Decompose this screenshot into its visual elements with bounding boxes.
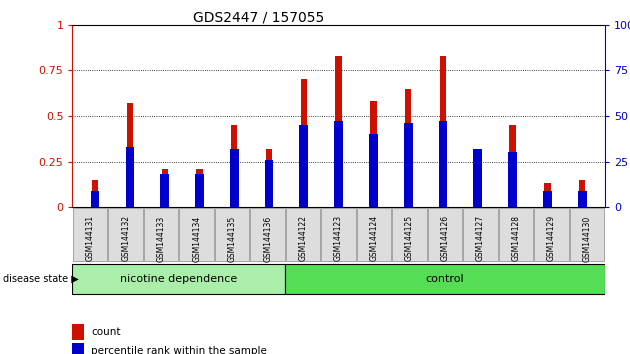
Text: GSM144129: GSM144129 xyxy=(547,215,556,262)
Text: percentile rank within the sample: percentile rank within the sample xyxy=(91,346,267,354)
Bar xyxy=(508,153,517,207)
Text: GSM144123: GSM144123 xyxy=(334,215,343,262)
Text: GSM144127: GSM144127 xyxy=(476,215,485,262)
Text: GSM144131: GSM144131 xyxy=(86,215,94,262)
Bar xyxy=(369,134,378,207)
FancyBboxPatch shape xyxy=(464,208,498,261)
Bar xyxy=(125,147,134,207)
FancyBboxPatch shape xyxy=(180,208,214,261)
Text: count: count xyxy=(91,327,121,337)
Bar xyxy=(578,191,587,207)
Bar xyxy=(404,123,413,207)
Bar xyxy=(197,169,203,207)
Text: GSM144125: GSM144125 xyxy=(405,215,414,262)
Bar xyxy=(543,191,552,207)
Bar xyxy=(92,180,98,207)
Text: nicotine dependence: nicotine dependence xyxy=(120,274,238,284)
FancyBboxPatch shape xyxy=(534,208,569,261)
Text: GSM144135: GSM144135 xyxy=(227,215,237,262)
Text: disease state ▶: disease state ▶ xyxy=(3,274,79,284)
Text: GSM144126: GSM144126 xyxy=(440,215,450,262)
Bar xyxy=(91,191,100,207)
Text: GSM144132: GSM144132 xyxy=(121,215,130,262)
FancyBboxPatch shape xyxy=(144,208,178,261)
Text: GDS2447 / 157055: GDS2447 / 157055 xyxy=(193,11,324,25)
Text: GSM144130: GSM144130 xyxy=(583,215,592,262)
FancyBboxPatch shape xyxy=(570,208,604,261)
Bar xyxy=(230,149,239,207)
Bar xyxy=(299,125,308,207)
Bar xyxy=(544,183,551,207)
Bar xyxy=(335,121,343,207)
Text: GSM144134: GSM144134 xyxy=(192,215,201,262)
FancyBboxPatch shape xyxy=(286,208,320,261)
Text: GSM144122: GSM144122 xyxy=(299,215,307,261)
FancyBboxPatch shape xyxy=(108,208,143,261)
Bar xyxy=(161,169,168,207)
Bar xyxy=(405,88,411,207)
Bar xyxy=(510,125,516,207)
Bar xyxy=(301,80,307,207)
Text: GSM144136: GSM144136 xyxy=(263,215,272,262)
Bar xyxy=(438,121,447,207)
FancyBboxPatch shape xyxy=(321,208,356,261)
FancyBboxPatch shape xyxy=(285,264,605,294)
Text: GSM144128: GSM144128 xyxy=(512,215,520,261)
FancyBboxPatch shape xyxy=(73,208,107,261)
FancyBboxPatch shape xyxy=(357,208,391,261)
FancyBboxPatch shape xyxy=(251,208,285,261)
FancyBboxPatch shape xyxy=(72,264,285,294)
Bar xyxy=(370,101,377,207)
Bar xyxy=(195,174,203,207)
Bar xyxy=(474,172,481,207)
FancyBboxPatch shape xyxy=(428,208,462,261)
Bar xyxy=(231,125,238,207)
Bar xyxy=(127,103,133,207)
FancyBboxPatch shape xyxy=(215,208,249,261)
Bar xyxy=(336,56,341,207)
Bar xyxy=(265,160,273,207)
FancyBboxPatch shape xyxy=(392,208,427,261)
Bar xyxy=(160,174,169,207)
Bar xyxy=(579,180,585,207)
Bar xyxy=(440,56,446,207)
Text: control: control xyxy=(426,274,464,284)
Bar xyxy=(474,149,482,207)
Text: GSM144133: GSM144133 xyxy=(157,215,166,262)
FancyBboxPatch shape xyxy=(499,208,533,261)
Bar xyxy=(266,149,272,207)
Text: GSM144124: GSM144124 xyxy=(370,215,379,262)
